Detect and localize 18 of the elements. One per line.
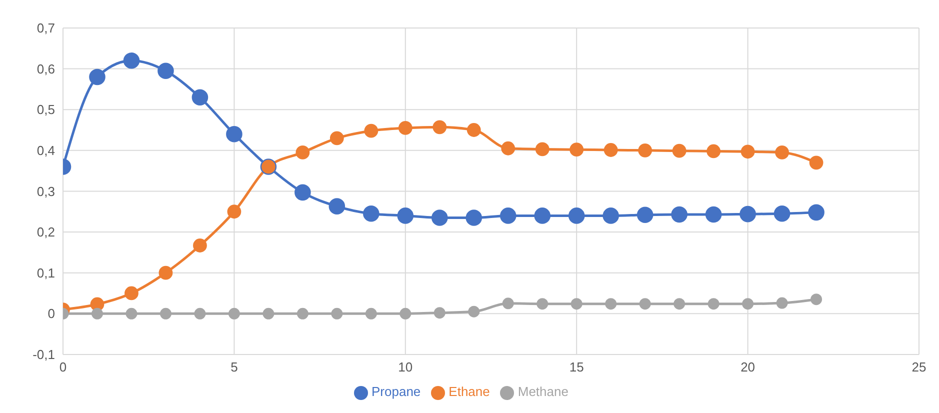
- x-tick-label: 20: [740, 360, 756, 375]
- x-tick-label: 25: [912, 360, 926, 375]
- y-tick-label: 0,1: [36, 265, 55, 280]
- x-tick-label: 10: [398, 360, 413, 375]
- y-tick-label: 0,3: [36, 184, 55, 199]
- legend-label: Propane: [372, 384, 421, 400]
- x-tick-label: 5: [230, 360, 238, 375]
- legend-label: Methane: [518, 384, 568, 400]
- y-tick-label: -0,1: [32, 347, 55, 362]
- x-tick-label: 15: [569, 360, 584, 375]
- y-tick-label: 0: [48, 306, 55, 322]
- y-tick-label: 0,4: [36, 143, 55, 158]
- x-tick-label: 0: [59, 360, 67, 375]
- y-tick-label: 0,7: [36, 20, 55, 36]
- legend-label: Ethane: [448, 384, 490, 400]
- y-tick-label: 0,2: [36, 224, 55, 240]
- y-tick-label: 0,5: [36, 102, 55, 118]
- y-tick-label: 0,6: [36, 61, 55, 76]
